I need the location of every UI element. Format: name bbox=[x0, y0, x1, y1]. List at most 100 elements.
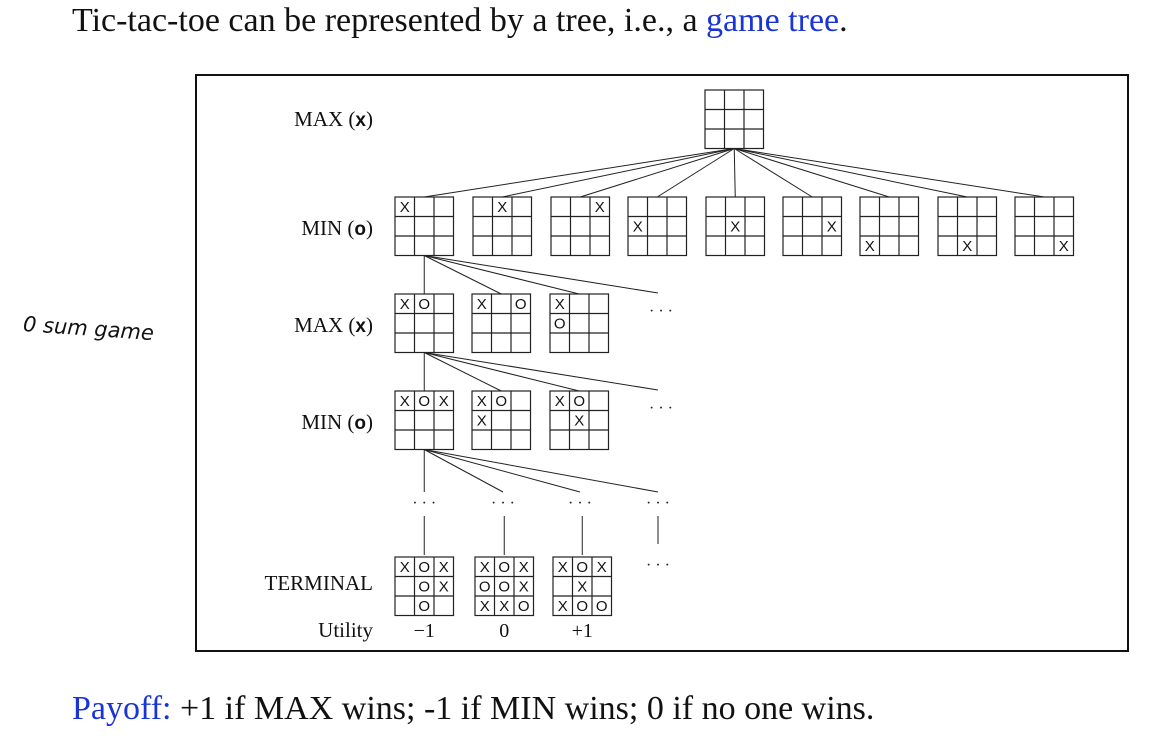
tree-edge bbox=[733, 148, 813, 198]
ellipsis: · · · bbox=[568, 495, 592, 512]
x-mark: X bbox=[558, 598, 568, 615]
x-mark: X bbox=[1059, 238, 1069, 255]
level-label: MIN (o) bbox=[301, 410, 373, 434]
tree-edge bbox=[424, 352, 580, 392]
utility-label: Utility bbox=[318, 618, 373, 642]
o-mark: O bbox=[418, 578, 430, 595]
tree-edge bbox=[580, 148, 735, 198]
x-mark: X bbox=[439, 559, 449, 576]
utility-value: 0 bbox=[499, 620, 509, 642]
level-label: TERMINAL bbox=[265, 571, 374, 595]
tree-edge bbox=[734, 148, 1045, 198]
board-min-9 bbox=[1014, 196, 1075, 257]
ellipsis: · · · bbox=[491, 495, 515, 512]
tree-edge bbox=[424, 255, 502, 295]
board-min-1 bbox=[394, 196, 455, 257]
o-mark: O bbox=[418, 559, 430, 576]
x-mark: X bbox=[439, 578, 449, 595]
board-min2-2 bbox=[471, 390, 532, 451]
tree-edge bbox=[424, 255, 659, 294]
game-tree-link[interactable]: game tree bbox=[706, 2, 840, 39]
tree-edge bbox=[424, 449, 659, 493]
board-min-4 bbox=[627, 196, 688, 257]
tree-edge bbox=[424, 449, 504, 493]
ellipsis: · · · bbox=[646, 557, 670, 574]
o-mark: O bbox=[515, 296, 527, 313]
o-mark: O bbox=[518, 598, 530, 615]
tree-edge bbox=[733, 148, 736, 198]
ellipsis: · · · bbox=[646, 495, 670, 512]
board-term-1 bbox=[394, 556, 455, 617]
level-label: MAX (x) bbox=[294, 107, 373, 131]
x-mark: X bbox=[633, 218, 643, 235]
o-mark: O bbox=[418, 598, 430, 615]
x-mark: X bbox=[558, 559, 568, 576]
board-max2-3 bbox=[549, 293, 610, 354]
utility-value: +1 bbox=[572, 620, 593, 642]
x-mark: X bbox=[477, 412, 487, 429]
handwritten-note: 0 sum game bbox=[22, 312, 155, 346]
board-root bbox=[704, 89, 765, 150]
board-term-2 bbox=[474, 556, 535, 617]
o-mark: O bbox=[418, 393, 430, 410]
x-mark: X bbox=[519, 578, 529, 595]
utility-value: −1 bbox=[414, 620, 435, 642]
board-term-3 bbox=[552, 556, 613, 617]
x-mark: X bbox=[400, 559, 410, 576]
payoff-line: Payoff: +1 if MAX wins; -1 if MIN wins; … bbox=[72, 690, 874, 728]
x-mark: X bbox=[730, 218, 740, 235]
o-mark: O bbox=[479, 578, 491, 595]
o-mark: O bbox=[596, 598, 608, 615]
o-mark: O bbox=[498, 559, 510, 576]
o-mark: O bbox=[495, 393, 507, 410]
x-mark: X bbox=[497, 199, 507, 216]
x-mark: X bbox=[480, 598, 490, 615]
o-mark: O bbox=[418, 296, 430, 313]
board-min-5 bbox=[705, 196, 766, 257]
x-mark: X bbox=[555, 296, 565, 313]
tree-edge bbox=[734, 148, 968, 198]
x-mark: X bbox=[400, 393, 410, 410]
payoff-label: Payoff: bbox=[72, 690, 172, 727]
o-mark: O bbox=[576, 598, 588, 615]
x-mark: X bbox=[499, 598, 509, 615]
o-mark: O bbox=[573, 393, 585, 410]
x-mark: X bbox=[480, 559, 490, 576]
x-mark: X bbox=[962, 238, 972, 255]
x-mark: X bbox=[400, 199, 410, 216]
x-mark: X bbox=[439, 393, 449, 410]
board-min-2 bbox=[472, 196, 533, 257]
intro-suffix: . bbox=[839, 2, 848, 39]
payoff-text: +1 if MAX wins; -1 if MIN wins; 0 if no … bbox=[171, 690, 875, 727]
tree-edge bbox=[734, 148, 890, 198]
o-mark: O bbox=[498, 578, 510, 595]
x-mark: X bbox=[477, 393, 487, 410]
tree-edge bbox=[424, 352, 659, 391]
level-label: MAX (x) bbox=[294, 313, 373, 337]
ellipsis: · · · bbox=[649, 400, 673, 417]
tree-edge bbox=[424, 449, 581, 493]
board-min2-3 bbox=[549, 390, 610, 451]
x-mark: X bbox=[519, 559, 529, 576]
intro-sentence: Tic-tac-toe can be represented by a tree… bbox=[72, 2, 848, 40]
x-mark: X bbox=[555, 393, 565, 410]
x-mark: X bbox=[597, 559, 607, 576]
x-mark: X bbox=[477, 296, 487, 313]
tree-edge bbox=[424, 352, 502, 392]
x-mark: X bbox=[400, 296, 410, 313]
o-mark: O bbox=[554, 315, 566, 332]
x-mark: X bbox=[595, 199, 605, 216]
tree-edge bbox=[656, 148, 735, 198]
board-min-3 bbox=[550, 196, 611, 257]
x-mark: X bbox=[574, 412, 584, 429]
board-min-6 bbox=[782, 196, 843, 257]
x-mark: X bbox=[827, 218, 837, 235]
tree-edge bbox=[502, 148, 735, 198]
o-mark: O bbox=[576, 559, 588, 576]
x-mark: X bbox=[865, 238, 875, 255]
board-max2-1 bbox=[394, 293, 455, 354]
level-label: MIN (o) bbox=[301, 216, 373, 240]
board-min-8 bbox=[937, 196, 998, 257]
tree-edge bbox=[424, 148, 735, 198]
